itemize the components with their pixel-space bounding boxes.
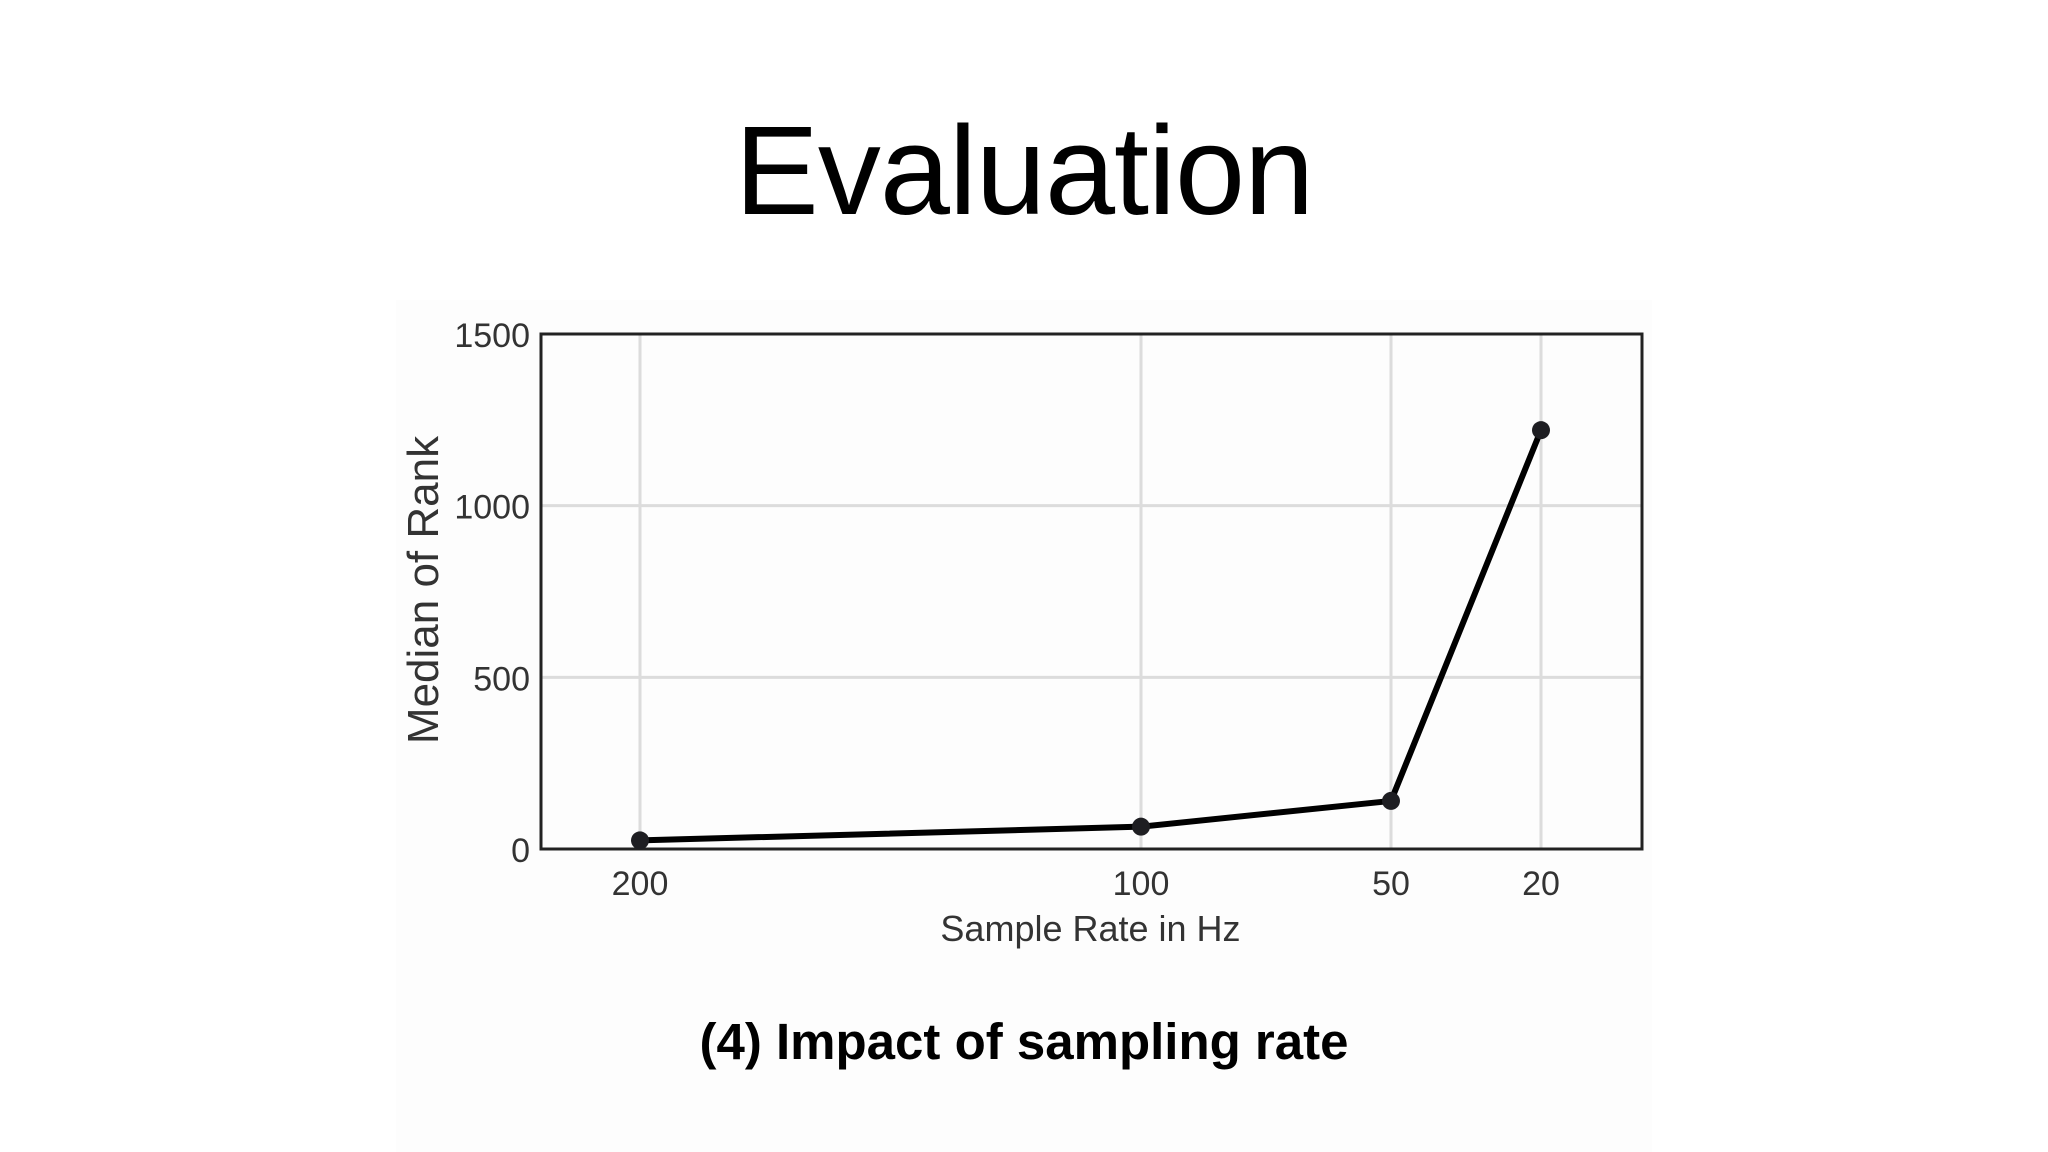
x-axis-label: Sample Rate in Hz (940, 908, 1240, 949)
x-tick-labels: 200 100 50 20 (612, 865, 1560, 903)
slide-title: Evaluation (734, 100, 1314, 241)
y-tick-label: 1500 (454, 317, 530, 355)
x-tick-label: 100 (1113, 865, 1170, 903)
y-tick-label: 0 (511, 832, 530, 870)
data-point (1382, 791, 1400, 810)
data-point (1532, 421, 1550, 440)
x-tick-label: 50 (1372, 865, 1410, 903)
figure-caption: (4) Impact of sampling rate (699, 1013, 1349, 1070)
series-markers (631, 421, 1550, 850)
series-line (637, 427, 1544, 844)
y-axis-label: Median of Rank (399, 435, 448, 744)
plot-frame (539, 332, 1644, 851)
y-tick-label: 1000 (454, 489, 530, 527)
data-point (1132, 817, 1150, 836)
grid-lines (541, 334, 1642, 849)
y-tick-label: 500 (473, 660, 530, 698)
x-tick-label: 200 (612, 865, 669, 903)
figure-background (396, 300, 1652, 1152)
y-tick-labels: 0 500 1000 1500 (454, 317, 530, 870)
data-point (631, 831, 649, 850)
x-tick-label: 20 (1522, 865, 1560, 903)
